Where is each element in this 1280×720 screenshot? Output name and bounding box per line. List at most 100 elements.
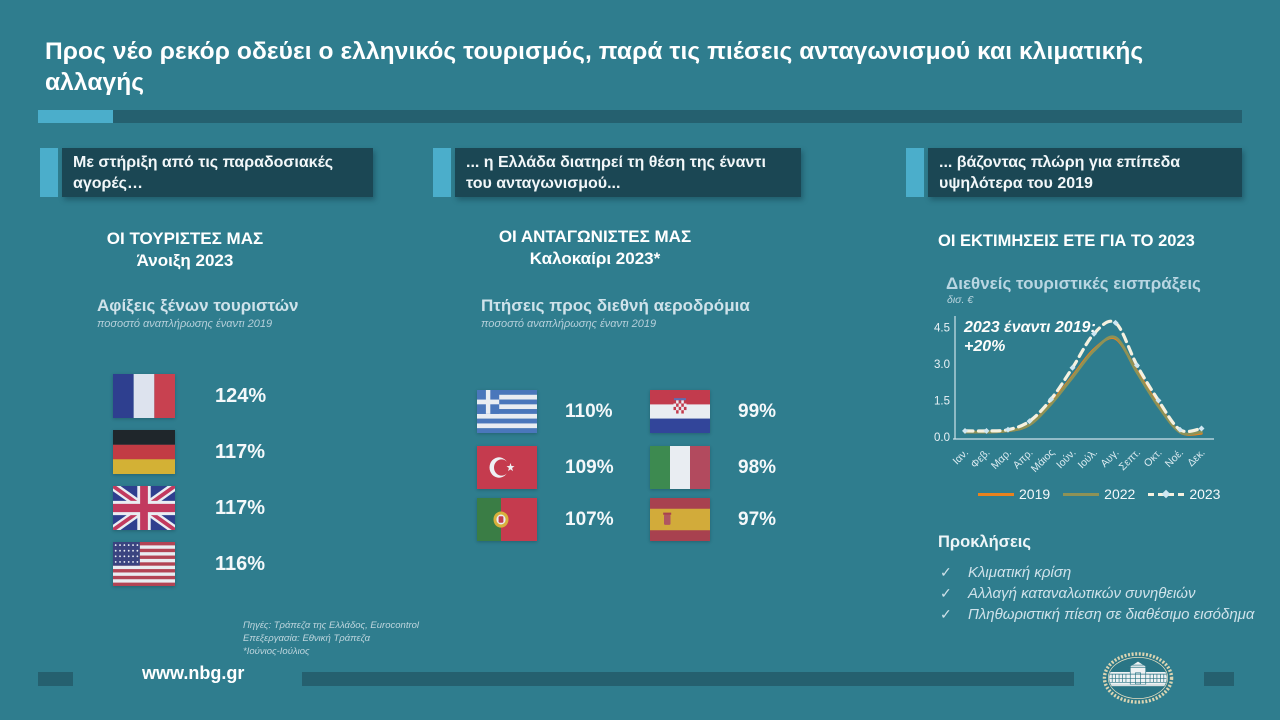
footer-bar-main bbox=[302, 672, 1074, 686]
country-row-spain: 97% bbox=[650, 498, 828, 541]
svg-text:Σεπτ.: Σεπτ. bbox=[1117, 447, 1144, 474]
sources-note: Πηγές: Τράπεζα της Ελλάδος, Eurocontrol Ε… bbox=[243, 620, 419, 658]
svg-text:Ιούλ.: Ιούλ. bbox=[1076, 447, 1101, 472]
recovery-percentage: 110% bbox=[565, 401, 613, 422]
legend-label: 2022 bbox=[1104, 486, 1136, 502]
flag-usa-icon bbox=[113, 542, 175, 586]
page-title: Προς νέο ρεκόρ οδεύει ο ελληνικός τουρισ… bbox=[45, 38, 1144, 97]
banner-accent-square bbox=[906, 148, 924, 197]
legend-item-2019: 2019 bbox=[978, 486, 1050, 502]
banner-estimates: ... βάζοντας πλώρη για επίπεδα υψηλότερα… bbox=[906, 148, 1242, 197]
heading-line1: ΟΙ ΕΚΤΙΜΗΣΕΙΣ ΕΤΕ ΓΙΑ ΤΟ 2023 bbox=[938, 232, 1195, 250]
flag-france-icon bbox=[113, 374, 175, 418]
recovery-percentage: 107% bbox=[565, 509, 614, 530]
source-line: Πηγές: Τράπεζα της Ελλάδος, Eurocontrol bbox=[243, 620, 420, 631]
challenges-list: ✓ Κλιματική κρίση ✓ Αλλαγή καταναλωτικών συ… bbox=[940, 562, 1260, 625]
svg-text:Μάιος: Μάιος bbox=[1029, 447, 1057, 475]
challenge-text: Αλλαγή καταναλωτικών συνηθειών bbox=[968, 585, 1196, 602]
banner-text: Με στήριξη από τις παραδοσιακές αγορές… bbox=[62, 148, 373, 197]
flag-turkey-icon bbox=[477, 446, 537, 489]
svg-text:Ιούν.: Ιούν. bbox=[1054, 447, 1079, 472]
annotation-line2: +20% bbox=[964, 337, 1006, 355]
svg-text:4.5: 4.5 bbox=[934, 323, 950, 335]
heading-competitors: ΟΙ ΑΝΤΑΓΩΝΙΣΤΕΣ ΜΑΣ Καλοκαίρι 2023* bbox=[460, 226, 730, 270]
legend-label: 2019 bbox=[1019, 486, 1051, 502]
legend-label: 2023 bbox=[1189, 486, 1221, 502]
svg-text:Οκτ.: Οκτ. bbox=[1142, 447, 1165, 470]
chart-legend: 2019 2022 2023 bbox=[978, 486, 1220, 502]
country-row-united-kingdom: 117% bbox=[113, 486, 305, 530]
recovery-percentage: 117% bbox=[215, 441, 266, 463]
heading-tourists: ΟΙ ΤΟΥΡΙΣΤΕΣ ΜΑΣ Άνοιξη 2023 bbox=[55, 228, 315, 272]
svg-text:Δεκ.: Δεκ. bbox=[1185, 447, 1208, 470]
recovery-percentage: 116% bbox=[215, 553, 266, 575]
website-link[interactable]: www.nbg.gr bbox=[142, 663, 245, 683]
country-row-croatia: 99% bbox=[650, 390, 828, 433]
footer-bar-right bbox=[1204, 672, 1234, 686]
banner-tourists: Με στήριξη από τις παραδοσιακές αγορές… bbox=[40, 148, 373, 197]
country-row-greece: 110% bbox=[477, 390, 655, 433]
metric-competitors: Πτήσεις προς διεθνή αεροδρόμια ποσοστό α… bbox=[481, 296, 750, 330]
challenge-item: ✓ Πληθωριστική πίεση σε διαθέσιμο εισόδημ… bbox=[940, 604, 1260, 625]
tourism-receipts-line-chart: 0.01.53.04.5Ιαν.Φεβ.Μαρ.Απρ.ΜάιοςΙούν.Ιο… bbox=[934, 316, 1214, 475]
metric-tourists: Αφίξεις ξένων τουριστών ποσοστό αναπλήρω… bbox=[97, 296, 299, 330]
recovery-percentage: 109% bbox=[565, 457, 614, 478]
annotation-line1: 2023 έναντι 2019: bbox=[964, 319, 1096, 336]
recovery-percentage: 98% bbox=[738, 457, 777, 478]
banner-text: ... βάζοντας πλώρη για επίπεδα υψηλότερα… bbox=[928, 148, 1242, 197]
country-row-portugal: 107% bbox=[477, 498, 655, 541]
flag-croatia-icon bbox=[650, 390, 710, 433]
title-underline-bar bbox=[113, 110, 1242, 123]
chart-unit-label: δισ. € bbox=[947, 294, 974, 306]
metric-note: ποσοστό αναπλήρωσης έναντι 2019 bbox=[97, 317, 273, 330]
legend-item-2023: 2023 bbox=[1148, 486, 1220, 502]
flag-germany-icon bbox=[113, 430, 175, 474]
flag-spain-icon bbox=[650, 498, 710, 541]
banner-competitors: ... η Ελλάδα διατηρεί τη θέση της έναντι… bbox=[433, 148, 801, 197]
svg-text:Νοέ.: Νοέ. bbox=[1163, 447, 1186, 470]
country-row-italy: 98% bbox=[650, 446, 828, 489]
flag-italy-icon bbox=[650, 446, 710, 489]
recovery-percentage: 117% bbox=[215, 497, 266, 519]
heading-line2: Άνοιξη 2023 bbox=[136, 251, 234, 271]
challenge-text: Κλιματική κρίση bbox=[968, 564, 1072, 581]
svg-text:Μαρ.: Μαρ. bbox=[989, 447, 1014, 472]
svg-text:1.5: 1.5 bbox=[934, 396, 950, 408]
chart-title: Διεθνείς τουριστικές εισπράξεις bbox=[946, 274, 1201, 293]
svg-text:Φεβ.: Φεβ. bbox=[969, 447, 993, 471]
recovery-percentage: 99% bbox=[738, 401, 777, 422]
challenge-item: ✓ Κλιματική κρίση bbox=[940, 562, 1260, 583]
banner-text: ... η Ελλάδα διατηρεί τη θέση της έναντι… bbox=[455, 148, 801, 197]
banner-accent-square bbox=[433, 148, 451, 197]
banner-accent-square bbox=[40, 148, 58, 197]
checkmark-icon: ✓ bbox=[940, 585, 952, 601]
recovery-percentage: 124% bbox=[215, 385, 267, 407]
source-line: Επεξεργασία: Εθνική Τράπεζα bbox=[243, 632, 371, 644]
flag-portugal-icon bbox=[477, 498, 537, 541]
svg-text:Ιαν.: Ιαν. bbox=[951, 447, 972, 468]
flag-united-kingdom-icon bbox=[113, 486, 175, 530]
source-line: *Ιούνιος-Ιούλιος bbox=[243, 645, 310, 657]
metric-title: Αφίξεις ξένων τουριστών bbox=[97, 296, 299, 315]
country-row-turkey: 109% bbox=[477, 446, 655, 489]
challenges-title: Προκλήσεις bbox=[938, 533, 1031, 551]
heading-line1: ΟΙ ΤΟΥΡΙΣΤΕΣ ΜΑΣ bbox=[106, 229, 264, 248]
flag-greece-icon bbox=[477, 390, 537, 433]
heading-line2: Καλοκαίρι 2023* bbox=[529, 249, 661, 269]
metric-note: ποσοστό αναπλήρωσης έναντι 2019 bbox=[481, 317, 657, 330]
svg-text:0.0: 0.0 bbox=[934, 432, 950, 444]
country-row-usa: 116% bbox=[113, 542, 305, 586]
legend-item-2022: 2022 bbox=[1063, 486, 1135, 502]
checkmark-icon: ✓ bbox=[940, 564, 952, 580]
challenge-item: ✓ Αλλαγή καταναλωτικών συνηθειών bbox=[940, 583, 1260, 604]
country-row-france: 124% bbox=[113, 374, 305, 418]
nbg-logo bbox=[1102, 652, 1174, 704]
footer-bar-left bbox=[38, 672, 73, 686]
recovery-percentage: 97% bbox=[738, 509, 777, 530]
checkmark-icon: ✓ bbox=[940, 606, 952, 622]
country-row-germany: 117% bbox=[113, 430, 305, 474]
metric-title: Πτήσεις προς διεθνή αεροδρόμια bbox=[481, 296, 750, 315]
challenge-text: Πληθωριστική πίεση σε διαθέσιμο εισόδημα bbox=[968, 606, 1255, 623]
heading-line1: ΟΙ ΑΝΤΑΓΩΝΙΣΤΕΣ ΜΑΣ bbox=[498, 227, 692, 246]
